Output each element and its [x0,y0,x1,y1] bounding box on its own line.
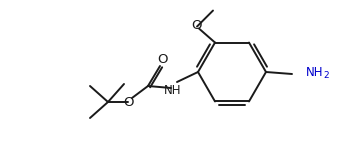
Text: NH: NH [306,65,323,79]
Text: 2: 2 [323,70,329,80]
Text: NH: NH [164,83,182,97]
Text: O: O [123,97,133,109]
Text: O: O [191,19,201,32]
Text: O: O [157,53,167,65]
